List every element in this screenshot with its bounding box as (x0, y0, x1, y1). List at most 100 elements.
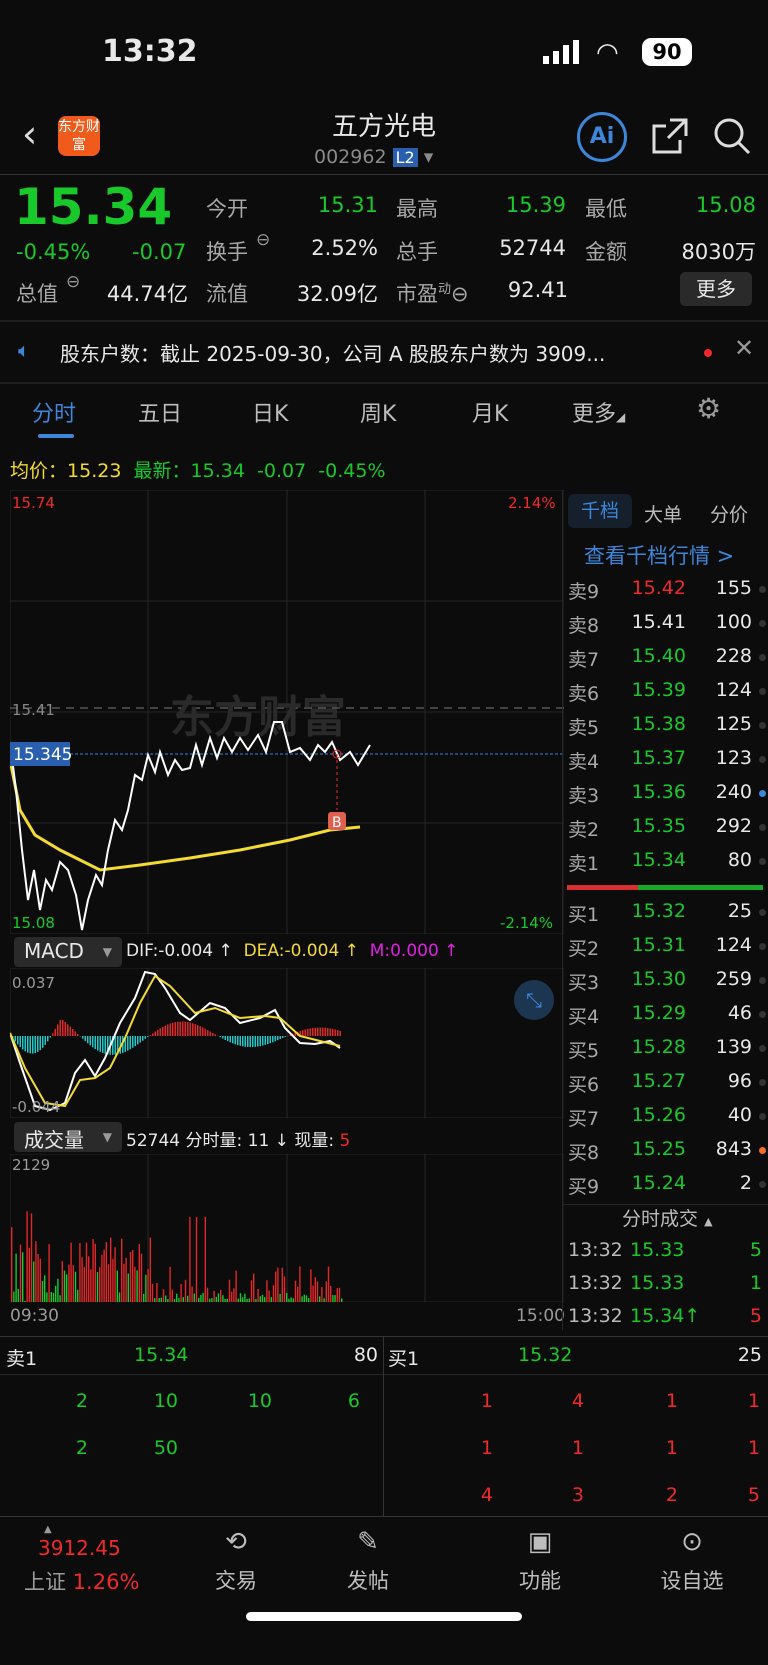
chevron-down-icon: ▾ (423, 146, 434, 168)
order-book-row[interactable]: 卖6 15.39 124 (566, 674, 768, 708)
trade-price: 15.33 (630, 1272, 685, 1294)
notice-text: 股东户数：截止 2025-09-30，公司 A 股股东户数为 3909... (60, 342, 606, 366)
share-icon[interactable] (650, 116, 690, 160)
nav-functions[interactable]: ▣ 功能 (480, 1527, 600, 1595)
tab-daily-k[interactable]: 日K (252, 402, 289, 427)
macd-bar (114, 1036, 116, 1055)
info-icon[interactable]: ⊖ (66, 272, 81, 292)
bid-queue-order: 4 (480, 1484, 493, 1506)
order-book-row[interactable]: 卖2 15.35 292 (566, 810, 768, 844)
more-circle-icon: ⊙ (681, 1527, 703, 1557)
index-pct: 1.26% (72, 1570, 140, 1594)
tab-more[interactable]: 更多◢ (572, 402, 626, 427)
order-book-row[interactable]: 卖7 15.40 228 (566, 640, 768, 674)
volume-bar (48, 1244, 50, 1302)
volume-bar (294, 1280, 297, 1302)
macd-bar (152, 1033, 154, 1036)
level-price: 15.25 (631, 1138, 686, 1160)
trade-qty: 5 (749, 1239, 762, 1261)
level-badge: L2 (392, 148, 418, 167)
dif-line (10, 970, 341, 1112)
volume-bar (239, 1293, 242, 1302)
order-book-row[interactable]: 卖9 15.42 155 (566, 572, 768, 606)
volume-bar (110, 1237, 112, 1302)
level-price: 15.36 (631, 781, 686, 803)
ask-queue-order: 10 (247, 1390, 272, 1412)
tab-monthly-k[interactable]: 月K (472, 402, 509, 427)
close-icon[interactable]: ✕ (734, 334, 755, 362)
macd-bar (202, 1027, 204, 1036)
tab-weekly-k[interactable]: 周K (360, 402, 397, 427)
volume-bar (283, 1276, 286, 1302)
volume-selector[interactable]: 成交量 ▼ (14, 1122, 122, 1152)
level-price: 15.26 (631, 1104, 686, 1126)
level-dot-icon (759, 722, 766, 729)
book-tab-price-dist[interactable]: 分价 (710, 504, 749, 526)
order-book-row[interactable]: 买9 15.24 2 (566, 1167, 768, 1201)
macd-bar (322, 1027, 324, 1036)
order-book-row[interactable]: 买2 15.31 124 (566, 929, 768, 963)
volume-bar (50, 1292, 52, 1302)
level-price: 15.35 (631, 815, 686, 837)
trades-title[interactable]: 分时成交 ▲ (622, 1208, 713, 1230)
nav-trade[interactable]: ⟲ 交易 (176, 1527, 296, 1595)
order-book-row[interactable]: 卖5 15.38 125 (566, 708, 768, 742)
view-qiandang-link[interactable]: 查看千档行情 > (584, 544, 735, 568)
more-button[interactable]: 更多 (680, 272, 752, 306)
macd-chart[interactable]: 0.037 -0.044 (10, 968, 564, 1118)
macd-bar (182, 1021, 184, 1036)
settings-gear-icon[interactable]: ⚙ (696, 392, 722, 425)
book-tab-large-orders[interactable]: 大单 (644, 504, 683, 526)
back-button[interactable]: ‹ (22, 112, 38, 156)
macd-bar (97, 1036, 99, 1051)
info-icon[interactable]: ⊖ (256, 230, 271, 250)
signal-icon (543, 40, 583, 64)
macd-bar (247, 1036, 249, 1047)
tab-intraday[interactable]: 分时 (32, 402, 77, 427)
book-tab-qiandang[interactable]: 千档 (568, 494, 632, 528)
macd-bar (224, 1036, 226, 1040)
macd-bottom-label: -0.044 (12, 1098, 60, 1116)
order-book-row[interactable]: 买5 15.28 139 (566, 1031, 768, 1065)
macd-bar (57, 1024, 59, 1036)
expand-chart-button[interactable]: ⤡ (514, 980, 554, 1020)
order-book-row[interactable]: 卖3 15.36 240 (566, 776, 768, 810)
ai-button[interactable]: Ai (577, 112, 627, 162)
intraday-price-chart[interactable]: 东方财富 B 15.74 2.14% 15.41 15.345 15.08 -2… (10, 490, 564, 934)
macd-bar (279, 1036, 281, 1040)
order-book-row[interactable]: 买1 15.32 25 (566, 895, 768, 929)
volume-bar (237, 1298, 239, 1302)
macd-bar (167, 1024, 169, 1036)
notice-bar[interactable]: 🔈︎ 股东户数：截止 2025-09-30，公司 A 股股东户数为 3909..… (0, 334, 768, 372)
volume-bar (136, 1270, 138, 1302)
order-book-row[interactable]: 买6 15.27 96 (566, 1065, 768, 1099)
volume-bar (92, 1238, 94, 1302)
search-icon[interactable] (712, 116, 752, 160)
order-book-row[interactable]: 买4 15.29 46 (566, 997, 768, 1031)
order-book-row[interactable]: 买3 15.30 259 (566, 963, 768, 997)
ask-queue-order: 6 (347, 1390, 360, 1412)
nav-index[interactable]: 3912.45 上证 1.26% (24, 1536, 164, 1596)
volume-bar (52, 1292, 55, 1302)
home-indicator (246, 1612, 522, 1621)
volume-chart[interactable]: 2129 (10, 1154, 564, 1302)
order-book-row[interactable]: 买8 15.25 843 (566, 1133, 768, 1167)
level-dot-icon (759, 1045, 766, 1052)
nav-watchlist[interactable]: ⊙ 设自选 (632, 1527, 752, 1595)
volume-bar (59, 1295, 61, 1302)
level-price: 15.24 (631, 1172, 686, 1194)
stock-code-selector[interactable]: 002962 L2 ▾ (314, 146, 433, 168)
order-book-row[interactable]: 买7 15.26 40 (566, 1099, 768, 1133)
volume-bar (288, 1298, 290, 1302)
order-book-row[interactable]: 卖8 15.41 100 (566, 606, 768, 640)
nav-post[interactable]: ✎ 发帖 (308, 1527, 428, 1595)
volume-bar (211, 1298, 213, 1302)
macd-bar (199, 1026, 201, 1036)
volume-bar (341, 1298, 343, 1302)
order-book-row[interactable]: 卖1 15.34 80 (566, 844, 768, 878)
edit-icon: ✎ (357, 1527, 379, 1557)
indicator-selector[interactable]: MACD ▼ (14, 937, 122, 967)
order-book-row[interactable]: 卖4 15.37 123 (566, 742, 768, 776)
macd-bar (229, 1036, 231, 1043)
tab-five-day[interactable]: 五日 (138, 402, 183, 427)
